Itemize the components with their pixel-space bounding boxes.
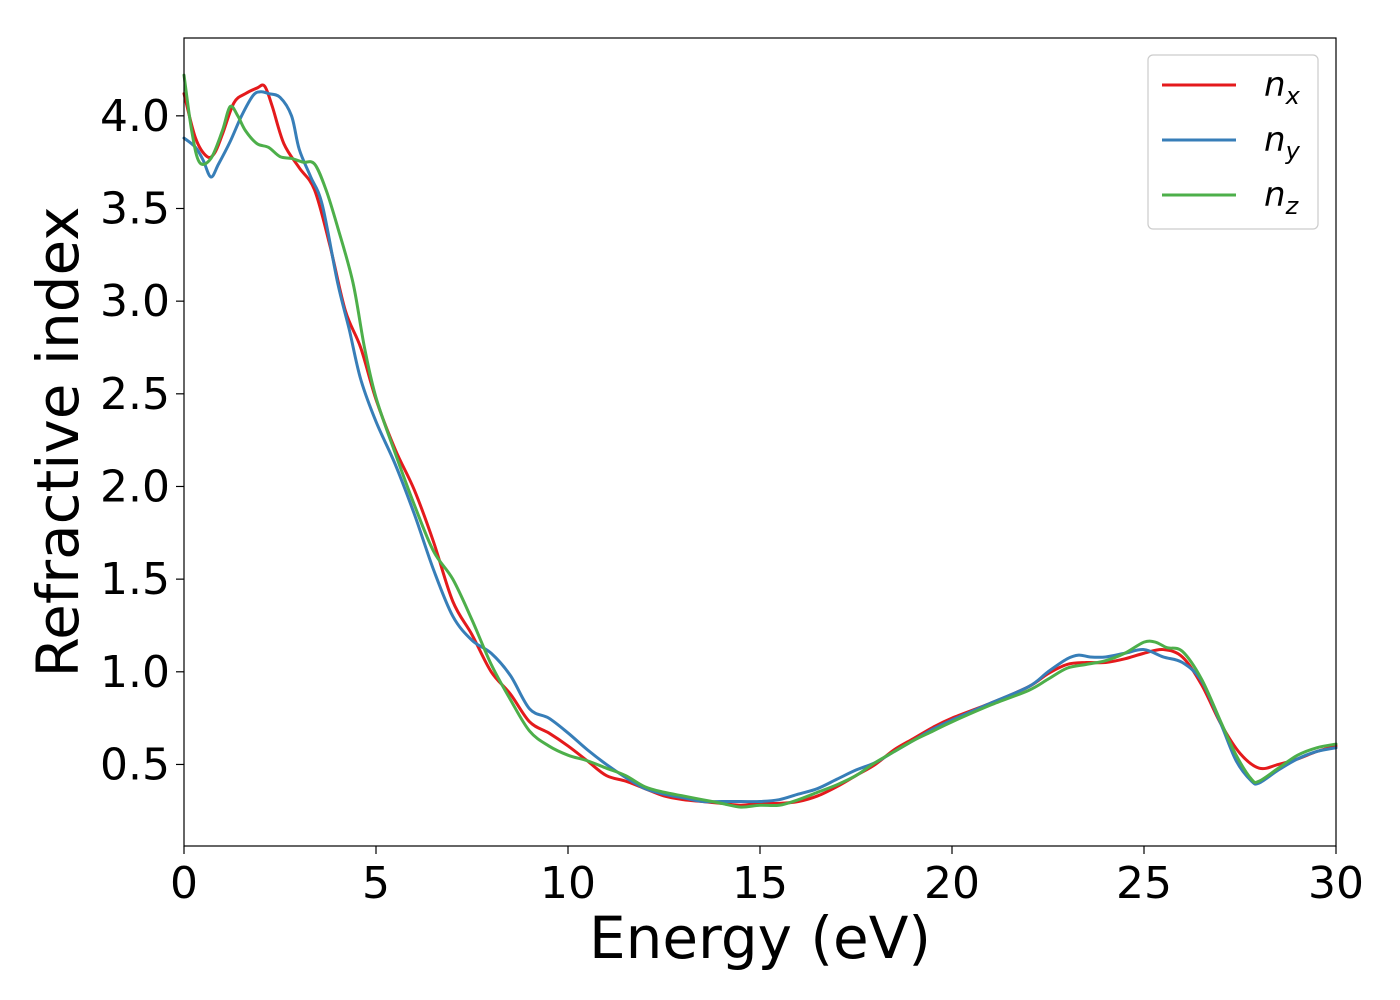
x-tick-label: 5 — [362, 858, 390, 909]
legend-frame — [1147, 54, 1319, 230]
y-tick-label: 2.0 — [100, 461, 170, 512]
x-tick-label: 10 — [540, 858, 596, 909]
x-axis-title: Energy (eV) — [589, 904, 931, 972]
y-axis-ticks: 0.5 1.0 1.5 2.0 2.5 3.0 3.5 4.0 — [100, 91, 184, 790]
y-tick-label: 2.5 — [100, 369, 170, 420]
x-tick-label: 30 — [1308, 858, 1364, 909]
series-group — [182, 73, 1338, 809]
y-axis-title: Refractive index — [24, 206, 92, 677]
x-tick-label: 20 — [924, 858, 980, 909]
y-tick-label: 0.5 — [100, 739, 170, 790]
plot-background — [184, 38, 1336, 846]
legend-label-n-y: ny — [1264, 120, 1301, 165]
y-tick-label: 1.5 — [100, 554, 170, 605]
x-tick-label: 0 — [170, 858, 198, 909]
series-line-n-y — [182, 90, 1338, 804]
y-tick-label: 3.5 — [100, 183, 170, 234]
x-tick-label: 25 — [1116, 858, 1172, 909]
series-line-n-x — [182, 83, 1338, 807]
x-axis-ticks: 0 5 10 15 20 25 30 — [170, 846, 1364, 909]
y-tick-label: 4.0 — [100, 91, 170, 142]
y-tick-label: 1.0 — [100, 647, 170, 698]
x-tick-label: 15 — [732, 858, 788, 909]
y-tick-label: 3.0 — [100, 276, 170, 327]
series-line-n-z — [182, 73, 1338, 809]
